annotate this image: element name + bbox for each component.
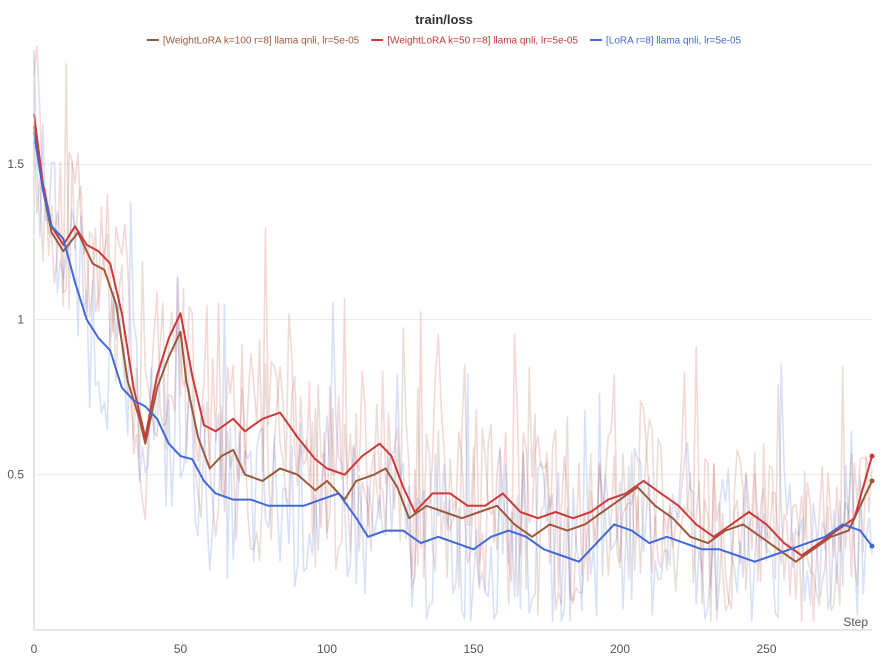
legend-label-0: [WeightLoRA k=100 r=8] llama qnli, lr=5e… <box>163 36 360 47</box>
smoothed-series-line-2[interactable] <box>33 132 873 563</box>
x-tick-label-5: 250 <box>757 642 777 656</box>
legend[interactable]: [WeightLoRA k=100 r=8] llama qnli, lr=5e… <box>146 36 742 47</box>
legend-label-2: [LoRA r=8] llama qnli, lr=5e-05 <box>606 36 742 47</box>
grid-lines <box>34 163 872 476</box>
legend-label-1: [WeightLoRA k=50 r=8] llama qnli, lr=5e-… <box>387 36 578 47</box>
x-tick-label-1: 50 <box>174 642 188 656</box>
legend-item-2[interactable]: [LoRA r=8] llama qnli, lr=5e-05 <box>590 36 742 47</box>
legend-item-0[interactable]: [WeightLoRA k=100 r=8] llama qnli, lr=5e… <box>146 36 360 47</box>
smoothed-series-line-0[interactable] <box>33 125 873 563</box>
x-tick-label-2: 100 <box>317 642 337 656</box>
axes: 0 50 100 150 200 250 0.5 1 1.5 <box>7 50 872 656</box>
series-endpoint-2 <box>869 543 875 549</box>
raw-series-line-1 <box>33 45 873 622</box>
legend-item-1[interactable]: [WeightLoRA k=50 r=8] llama qnli, lr=5e-… <box>371 36 578 47</box>
raw-series-line-0 <box>33 62 873 622</box>
y-tick-label-0: 0.5 <box>7 468 24 482</box>
x-tick-label-4: 200 <box>610 642 630 656</box>
raw-series-line-2 <box>33 54 873 622</box>
y-tick-label-2: 1.5 <box>7 157 24 171</box>
series-endpoint-0 <box>869 478 875 484</box>
smoothed-series-line-1[interactable] <box>33 113 873 557</box>
chart-title: train/loss <box>415 12 473 27</box>
x-tick-label-0: 0 <box>31 642 38 656</box>
series-endpoint-1 <box>869 453 875 459</box>
raw-series-lines <box>33 45 873 622</box>
x-tick-label-3: 150 <box>463 642 483 656</box>
x-axis-title: Step <box>843 615 868 629</box>
smoothed-series-lines <box>33 113 875 563</box>
y-tick-label-1: 1 <box>17 312 24 326</box>
